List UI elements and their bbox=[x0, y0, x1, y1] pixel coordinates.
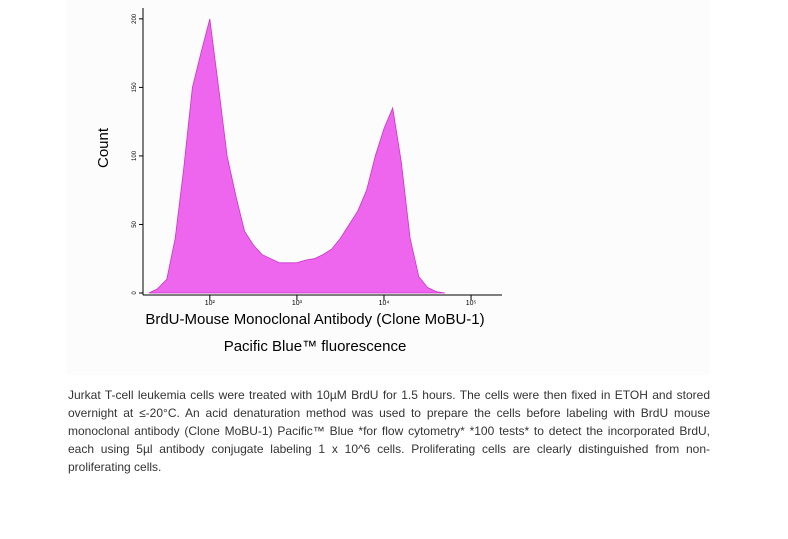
y-tick-label: 100 bbox=[132, 150, 138, 161]
y-tick-label: 150 bbox=[132, 82, 138, 93]
y-tick-label: 0 bbox=[132, 291, 138, 295]
x-tick-label: 10³ bbox=[292, 300, 303, 307]
y-axis-label: Count bbox=[95, 127, 112, 168]
x-axis-label: Pacific Blue™ fluorescence bbox=[224, 338, 407, 355]
x-tick-label: 10² bbox=[205, 300, 216, 307]
y-tick-label: 50 bbox=[132, 220, 138, 227]
histogram-area bbox=[148, 18, 445, 294]
x-axis-label: BrdU-Mouse Monoclonal Antibody (Clone Mo… bbox=[145, 311, 484, 328]
x-tick-label: 10⁵ bbox=[466, 300, 477, 307]
y-tick-label: 200 bbox=[132, 13, 138, 24]
x-tick-label: 10⁴ bbox=[379, 300, 390, 307]
chart: Count BrdU-Mouse Monoclonal Antibody (Cl… bbox=[95, 8, 502, 355]
caption: Jurkat T-cell leukemia cells were treate… bbox=[68, 388, 710, 474]
